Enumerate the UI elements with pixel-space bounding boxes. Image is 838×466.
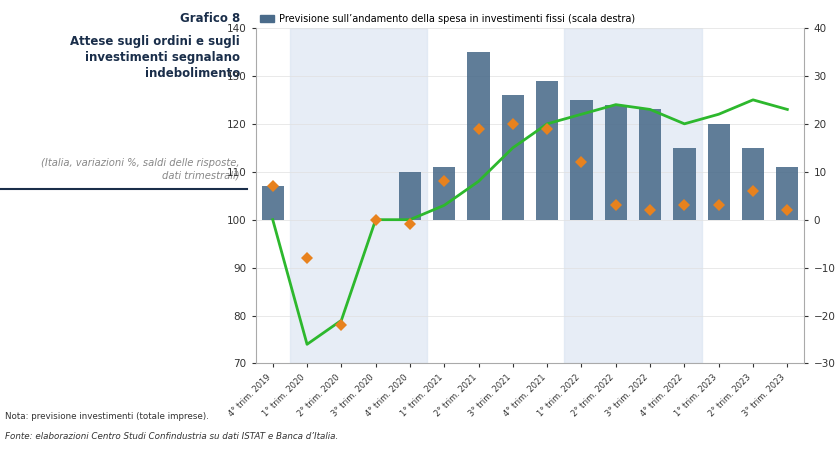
Bar [261, 186, 284, 219]
Bar [571, 100, 592, 219]
Text: (Italia, variazioni %, saldi delle risposte,
dati trimestrali): (Italia, variazioni %, saldi delle rispo… [41, 158, 240, 181]
Text: Grafico 8: Grafico 8 [179, 12, 240, 25]
Bar [290, 28, 427, 363]
Text: Nota: previsione investimenti (totale imprese).: Nota: previsione investimenti (totale im… [5, 412, 209, 421]
Bar [433, 167, 455, 219]
Bar [707, 124, 730, 219]
Bar [536, 81, 558, 219]
Bar [605, 105, 627, 219]
Bar [673, 148, 696, 219]
Text: Fonte: elaborazioni Centro Studi Confindustria su dati ISTAT e Banca d’Italia.: Fonte: elaborazioni Centro Studi Confind… [5, 432, 339, 441]
Bar [564, 28, 701, 363]
Bar [639, 110, 661, 219]
Bar [399, 172, 422, 219]
Bar [776, 167, 799, 219]
Bar [468, 52, 489, 219]
Text: Attese sugli ordini e sugli
investimenti segnalano
indebolimento: Attese sugli ordini e sugli investimenti… [70, 35, 240, 80]
Bar [742, 148, 764, 219]
Bar [502, 95, 524, 219]
Legend: Previsione sull’andamento della spesa in investimenti fissi (scala destra), Inve: Previsione sull’andamento della spesa in… [261, 14, 635, 51]
